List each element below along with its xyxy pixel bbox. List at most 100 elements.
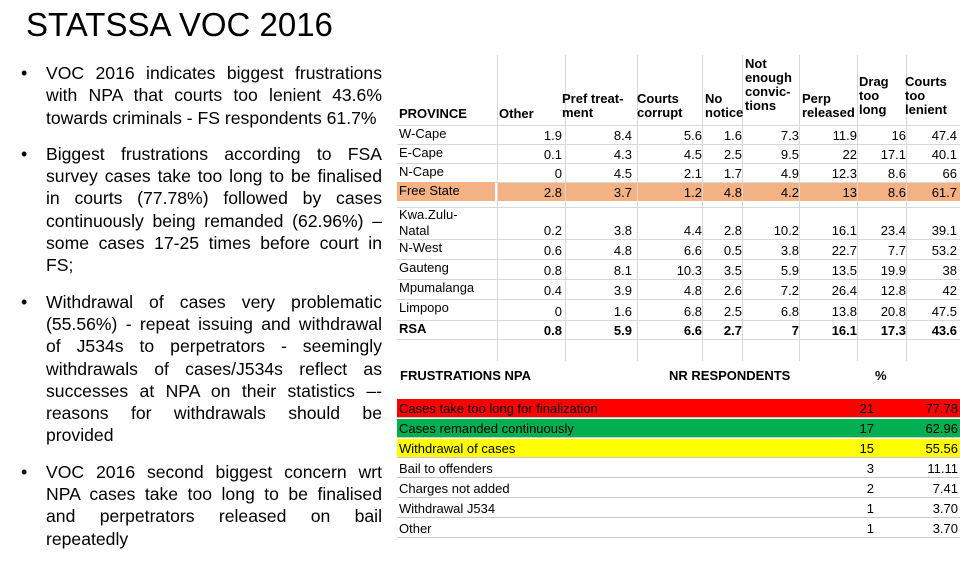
frustration-label: Cases take too long for finalization [399, 401, 598, 416]
table-header-cell: No notice [705, 91, 744, 120]
table-cell: 6.6 [683, 323, 702, 338]
frustration-label: Other [399, 521, 432, 536]
table-cell: 3.7 [613, 185, 632, 200]
province-name: W-Cape [399, 126, 447, 141]
table-cell: 39.1 [931, 223, 957, 238]
table-cell: 61.7 [931, 185, 957, 200]
table-cell: 1.6 [613, 304, 632, 319]
table-cell: 4.5 [613, 166, 632, 181]
table-cell: 2.1 [683, 166, 702, 181]
table-cell: 66 [942, 166, 957, 181]
table-cell: 8.6 [887, 166, 906, 181]
table-cell: 4.8 [723, 185, 742, 200]
bullet-item: Biggest frustrations according to FSA su… [20, 143, 382, 277]
table-cell: 4.9 [780, 166, 799, 181]
bullet-list: VOC 2016 indicates biggest frustrations … [20, 62, 382, 564]
table-cell: 16.1 [831, 323, 857, 338]
table-cell: 13.5 [831, 263, 857, 278]
table-cell: 0 [554, 304, 562, 319]
table-cell: 4.2 [780, 185, 799, 200]
bullet-item: VOC 2016 indicates biggest frustrations … [20, 62, 382, 129]
table-cell: 2.5 [723, 304, 742, 319]
respondent-count: 17 [859, 421, 874, 436]
spreadsheet-area: PROVINCE Other Pref treat- ment Courts corr… [397, 55, 960, 540]
table-cell: 19.9 [880, 263, 906, 278]
frustration-label: Charges not added [399, 481, 510, 496]
table-cell: 1.2 [683, 185, 702, 200]
table-cell: 40.1 [931, 147, 957, 162]
frustration-percent: 55.56 [925, 441, 958, 456]
table-cell: 0.6 [543, 243, 562, 258]
grid-line [799, 55, 800, 361]
table-cell: 6.6 [683, 243, 702, 258]
respondent-count: 2 [866, 481, 874, 496]
frustration-percent: 3.70 [932, 521, 958, 536]
grid-line [397, 207, 960, 208]
grid-line [857, 55, 858, 361]
grid-line [742, 55, 743, 361]
province-name: Mpumalanga [399, 280, 475, 295]
respondent-count: 1 [866, 521, 874, 536]
table-header-cell: Other [499, 106, 534, 121]
grid-line [397, 299, 960, 300]
respondent-count: 1 [866, 501, 874, 516]
table-cell: 0 [554, 166, 562, 181]
grid-line [637, 55, 638, 361]
table-cell: 2.7 [723, 323, 742, 338]
table-cell: 0.8 [543, 323, 562, 338]
respondent-count: 3 [866, 461, 874, 476]
province-name: E-Cape [399, 145, 444, 160]
table-cell: 13.8 [831, 304, 857, 319]
grid-line [702, 55, 703, 361]
table-cell: 4.8 [683, 283, 702, 298]
table-cell: 5.6 [683, 128, 702, 143]
grid-line [397, 259, 960, 260]
frustration-row: Withdrawal J534 1 3.70 [397, 499, 960, 518]
table-cell: 53.2 [931, 243, 957, 258]
table-cell: 6.8 [683, 304, 702, 319]
grid-line [497, 55, 498, 361]
bullet-item: VOC 2016 second biggest concern wrt NPA … [20, 461, 382, 550]
frustration-percent: 11.11 [927, 461, 958, 476]
province-name: N-Cape [399, 164, 444, 179]
province-name: Free State [397, 182, 495, 201]
table-cell: 0.5 [723, 243, 742, 258]
frustrations-header-cell: % [875, 368, 887, 383]
table-header-cell: Perp released [802, 91, 855, 120]
table-cell: 42 [942, 283, 957, 298]
frustration-row: Other 1 3.70 [397, 519, 960, 538]
table-cell: 2.6 [723, 283, 742, 298]
table-cell: 0.2 [543, 223, 562, 238]
table-cell: 16.1 [831, 223, 857, 238]
table-cell: 38 [942, 263, 957, 278]
table-cell: 10.3 [676, 263, 702, 278]
table-cell: 5.9 [780, 263, 799, 278]
table-cell: 2.5 [723, 147, 742, 162]
table-cell: 4.4 [683, 223, 702, 238]
table-cell: 17.3 [880, 323, 906, 338]
slide-title: STATSSA VOC 2016 [26, 6, 333, 43]
table-header-cell: PROVINCE [399, 106, 467, 121]
table-header-cell: Drag too long [859, 74, 889, 117]
table-cell: 47.5 [931, 304, 957, 319]
grid-line [397, 339, 960, 340]
table-cell: 8.4 [613, 128, 632, 143]
table-cell: 3.8 [780, 243, 799, 258]
province-name: N-West [399, 240, 443, 255]
table-cell: 1.7 [723, 166, 742, 181]
frustration-label: Withdrawal J534 [399, 501, 496, 516]
frustration-row: Cases remanded continuously 17 62.96 [397, 419, 960, 438]
table-cell: 1.9 [543, 128, 562, 143]
table-cell: 11.9 [832, 128, 857, 143]
frustration-row: Withdrawal of cases 15 55.56 [397, 439, 960, 458]
table-cell: 43.6 [931, 323, 957, 338]
table-cell: 0.1 [543, 147, 562, 162]
frustration-percent: 7.41 [932, 481, 958, 496]
grid-line [397, 125, 960, 126]
grid-line [397, 279, 960, 280]
table-cell: 1.6 [723, 128, 742, 143]
province-name: RSA [399, 321, 427, 336]
frustrations-header-cell: FRUSTRATIONS NPA [400, 368, 531, 383]
table-cell: 7 [791, 323, 799, 338]
frustration-percent: 3.70 [932, 501, 958, 516]
